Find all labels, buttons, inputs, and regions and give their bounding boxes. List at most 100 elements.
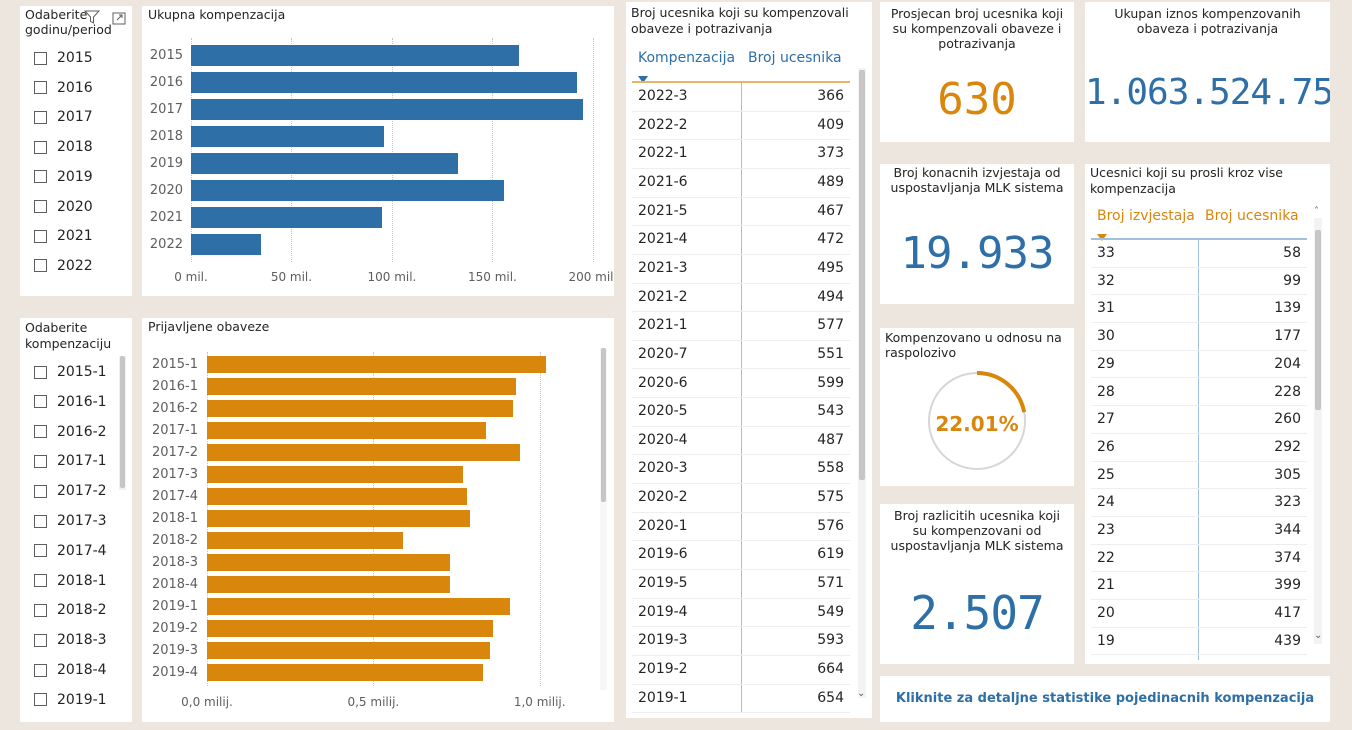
checkbox[interactable] [34,81,47,95]
table-scroll-thumb[interactable] [859,70,865,480]
table-scroll-thumb[interactable] [1315,230,1321,410]
bar[interactable] [207,466,464,483]
slicer-item[interactable]: 2018-4 [34,659,107,681]
table-row[interactable]: 27 260 [1091,406,1307,434]
table-row[interactable]: 2020-5 543 [632,398,850,427]
checkbox[interactable] [34,170,47,184]
bar[interactable] [207,576,450,593]
checkbox[interactable] [34,693,47,707]
bar[interactable] [191,72,577,93]
slicer-item[interactable]: 2017-1 [34,450,107,472]
slicer-item[interactable]: 2016-1 [34,391,107,413]
table-row[interactable]: 2019-6 619 [632,541,850,571]
bar[interactable] [207,532,404,549]
table-row[interactable]: 33 58 [1091,240,1307,268]
table-row[interactable]: 31 139 [1091,295,1307,324]
checkbox[interactable] [34,51,47,65]
column-header-broj-izvjestaja[interactable]: Broj izvjestaja [1097,208,1195,224]
checkbox[interactable] [34,140,47,154]
slicer-item[interactable]: 2018 [34,136,93,158]
bar[interactable] [207,642,490,659]
slicer-item[interactable]: 2015 [34,47,93,69]
table-row[interactable]: 19 439 [1091,628,1307,656]
table-row[interactable]: 2020-1 576 [632,513,850,542]
bar[interactable] [191,234,262,255]
column-header-broj-ucesnika[interactable]: Broj ucesnika [748,50,842,66]
sort-desc-icon[interactable] [638,68,648,87]
slicer-item[interactable]: 2019-1 [34,689,107,711]
table-row[interactable]: 32 99 [1091,268,1307,296]
slicer-item[interactable]: 2017-3 [34,510,107,532]
table-row[interactable]: 2019-2 664 [632,656,850,685]
bar[interactable] [191,45,519,66]
table-row[interactable]: 2021-3 495 [632,255,850,284]
table-row[interactable]: 2020-3 558 [632,455,850,485]
slicer-item[interactable]: 2017-2 [34,480,107,502]
focus-mode-icon[interactable] [112,10,126,29]
bar[interactable] [207,400,514,417]
bar[interactable] [207,620,494,637]
checkbox[interactable] [34,395,47,409]
bar[interactable] [207,444,520,461]
slicer-item[interactable]: 2015-1 [34,361,107,383]
table-row[interactable]: 25 305 [1091,462,1307,490]
slicer-scroll-thumb[interactable] [120,356,125,488]
checkbox[interactable] [34,663,47,677]
table-row[interactable]: 26 292 [1091,434,1307,462]
slicer-item[interactable]: 2019 [34,166,93,188]
checkbox[interactable] [34,603,47,617]
table-row[interactable]: 21 399 [1091,572,1307,601]
checkbox[interactable] [34,454,47,468]
checkbox[interactable] [34,633,47,647]
table-row[interactable]: 2022-1 373 [632,140,850,169]
bar[interactable] [207,554,450,571]
bar[interactable] [207,378,517,395]
bar[interactable] [207,510,470,527]
table-row[interactable]: 24 323 [1091,489,1307,517]
bar[interactable] [207,356,547,373]
table-row[interactable]: 2020-7 551 [632,341,850,370]
bar[interactable] [207,598,510,615]
table-row[interactable]: 2019-1 654 [632,685,850,714]
bar[interactable] [207,422,487,439]
table-row[interactable]: 2019-4 549 [632,599,850,628]
detail-stats-link-button[interactable]: Kliknite za detaljne statistike pojedina… [880,676,1330,722]
checkbox[interactable] [34,365,47,379]
table-row[interactable]: 28 228 [1091,379,1307,407]
table-row[interactable]: 2022-3 366 [632,83,850,112]
checkbox[interactable] [34,544,47,558]
table-row[interactable]: 2021-6 489 [632,169,850,198]
slicer-item[interactable]: 2018-2 [34,599,107,621]
scroll-up-icon[interactable]: ˄ [1314,206,1319,217]
slicer-item[interactable]: 2016 [34,77,93,99]
slicer-item[interactable]: 2017 [34,106,93,128]
table-row[interactable]: 2020-6 599 [632,370,850,399]
slicer-item[interactable]: 2021 [34,225,93,247]
table-row[interactable]: 2021-4 472 [632,226,850,255]
bar[interactable] [207,488,467,505]
slicer-item[interactable]: 2016-2 [34,421,107,443]
table-row[interactable]: 29 204 [1091,351,1307,379]
bar[interactable] [191,207,382,228]
slicer-item[interactable]: 2020 [34,196,93,218]
checkbox[interactable] [34,514,47,528]
slicer-item[interactable]: 2018-1 [34,570,107,592]
table-row[interactable]: 2021-5 467 [632,198,850,227]
scroll-down-icon[interactable]: ⌄ [1314,630,1323,641]
bar[interactable] [191,126,384,147]
slicer-item[interactable]: 2022 [34,255,93,277]
table-row[interactable]: 2022-2 409 [632,112,850,141]
chart-scrollbar[interactable] [600,348,607,690]
checkbox[interactable] [34,200,47,213]
scroll-down-icon[interactable]: ⌄ [857,688,866,699]
checkbox[interactable] [34,229,47,243]
slicer-item[interactable]: 2018-3 [34,629,107,651]
bar[interactable] [191,180,505,201]
table-row[interactable]: 22 374 [1091,545,1307,573]
table-row[interactable]: 20 417 [1091,600,1307,628]
checkbox[interactable] [34,259,47,273]
table-row[interactable]: 2020-2 575 [632,484,850,513]
checkbox[interactable] [34,425,47,439]
sort-desc-icon[interactable] [1097,226,1107,245]
table-row[interactable]: 2019-5 571 [632,570,850,599]
